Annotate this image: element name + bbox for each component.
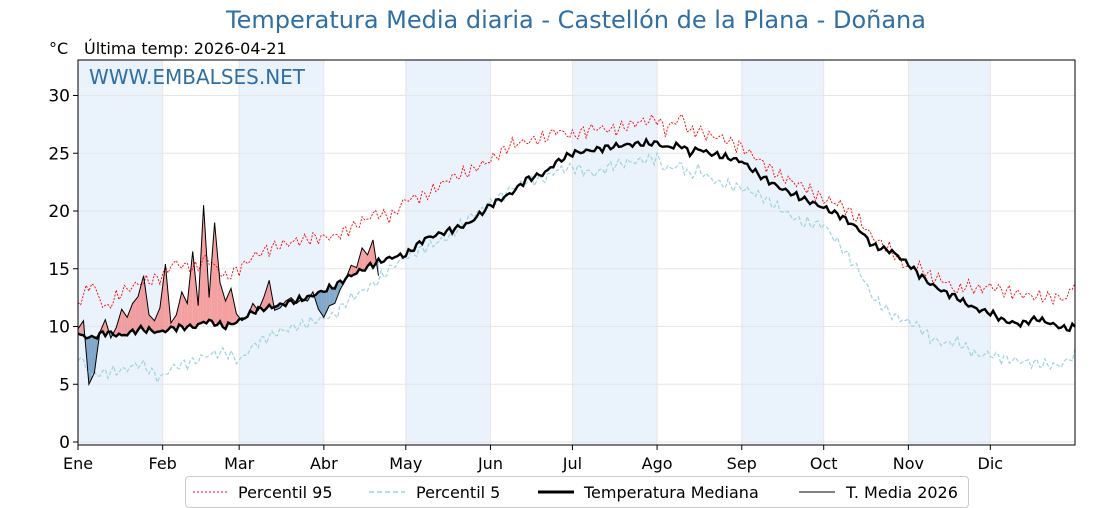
- fill-above-median: [211, 222, 215, 324]
- month-band-Jul: [572, 60, 658, 445]
- month-band-Sep: [741, 60, 824, 445]
- legend-label-p95: Percentil 95: [238, 483, 333, 502]
- fill-above-median: [165, 264, 169, 331]
- fill-below-median: [332, 286, 335, 305]
- fill-above-median: [121, 309, 125, 336]
- fill-above-median: [353, 266, 357, 275]
- y-tick-label-10: 10: [48, 318, 70, 338]
- legend-label-median: Temperatura Mediana: [583, 483, 759, 502]
- fill-above-median: [362, 247, 365, 270]
- y-tick-label-15: 15: [48, 260, 70, 280]
- fill-below-median: [91, 336, 95, 379]
- fill-above-median: [203, 205, 207, 323]
- fill-above-median: [220, 282, 223, 326]
- x-tick-label-Abr: Abr: [310, 454, 338, 473]
- fill-above-median: [181, 291, 185, 328]
- fill-above-median: [261, 297, 264, 310]
- grid-lines: [77, 60, 1075, 445]
- fill-above-median: [116, 318, 119, 336]
- fill-above-median: [157, 308, 160, 333]
- plot-frame: [77, 59, 1076, 446]
- series-percentil-95: [77, 113, 1076, 309]
- legend-label-p5: Percentil 5: [416, 483, 500, 502]
- fill-below-median: [337, 282, 341, 297]
- series-lines: [77, 113, 1076, 387]
- fill-above-median: [140, 275, 144, 330]
- fill-above-median: [184, 297, 188, 328]
- x-axis-ticks: Ene Feb Mar Abr May Jun Jul Ago Sep Oct Nov Dic: [63, 445, 1003, 473]
- temperature-chart: 0 5 10 15 20 25 30 Ene Feb Mar Abr May Jun Jul Ago Sep…: [48, 59, 1076, 473]
- y-unit-label: °C: [49, 39, 69, 58]
- series-t-media-2026: [77, 205, 379, 387]
- fill-below-median: [315, 293, 319, 310]
- y-tick-label-20: 20: [48, 202, 70, 222]
- fill-above-median: [154, 314, 158, 332]
- fill-above-median: [192, 251, 196, 327]
- series-temperatura-mediana: [77, 136, 1076, 341]
- month-band-May: [405, 60, 491, 445]
- x-tick-label-Mar: Mar: [224, 454, 255, 473]
- fill-below-median: [94, 335, 98, 373]
- fill-above-median: [230, 288, 234, 325]
- x-tick-label-Nov: Nov: [893, 454, 924, 473]
- y-tick-label-30: 30: [48, 87, 70, 107]
- fill-above-median: [359, 247, 363, 272]
- y-axis-ticks: 0 5 10 15 20 25 30: [48, 87, 78, 453]
- fill-above-median: [195, 278, 199, 327]
- x-tick-label-Jul: Jul: [562, 454, 582, 473]
- fill-below-median: [88, 337, 92, 385]
- x-tick-label-Jun: Jun: [477, 454, 503, 473]
- fill-above-median: [129, 303, 133, 333]
- fill-above-median: [263, 288, 267, 309]
- fill-above-median: [176, 303, 180, 328]
- legend: Percentil 95 Percentil 5 Temperatura Med…: [185, 476, 969, 508]
- y-tick-label-25: 25: [48, 144, 70, 164]
- month-band-Mar: [239, 60, 324, 445]
- series-percentil-5: [77, 151, 1076, 385]
- x-tick-label-May: May: [389, 454, 422, 473]
- month-band-Nov: [908, 60, 991, 445]
- fill-above-median: [102, 319, 106, 334]
- fill-below-median: [318, 291, 322, 314]
- fill-above-median: [124, 313, 128, 335]
- x-tick-label-Sep: Sep: [727, 454, 757, 473]
- fill-above-median: [159, 286, 163, 333]
- fill-above-median: [252, 303, 256, 313]
- month-bands: [78, 60, 991, 445]
- fill-above-median: [351, 265, 354, 276]
- fill-above-median: [228, 288, 231, 326]
- fill-above-median: [135, 296, 139, 331]
- month-band-Ene: [78, 60, 163, 445]
- x-tick-label-Dic: Dic: [978, 454, 1004, 473]
- fill-below-median: [323, 289, 327, 318]
- watermark: WWW.EMBALSES.NET: [89, 65, 306, 89]
- x-tick-label-Ago: Ago: [642, 454, 673, 473]
- fill-above-median: [151, 317, 155, 332]
- x-tick-label-Ene: Ene: [63, 454, 93, 473]
- fill-above-median: [132, 299, 136, 332]
- fill-above-median: [187, 277, 190, 327]
- fill-above-median: [364, 251, 368, 269]
- chart-title: Temperatura Media diaria - Castellón de …: [226, 6, 926, 34]
- x-tick-label-Oct: Oct: [810, 454, 838, 473]
- fill-above-median: [225, 294, 229, 327]
- y-tick-label-5: 5: [59, 375, 70, 395]
- fill-above-median: [269, 280, 272, 308]
- x-tick-label-Feb: Feb: [149, 454, 177, 473]
- y-tick-label-0: 0: [59, 433, 70, 453]
- legend-label-current: T. Media 2026: [845, 483, 958, 502]
- fill-below-median: [329, 287, 333, 306]
- fill-above-median: [138, 286, 141, 330]
- fill-above-median: [146, 295, 150, 331]
- fill-below-median: [321, 290, 324, 318]
- last-temp-label: Última temp: 2026-04-21: [84, 39, 287, 58]
- fill-above-median: [143, 275, 147, 330]
- fill-below-median: [326, 288, 330, 312]
- fill-above-median: [200, 205, 204, 324]
- fill-above-median: [118, 309, 122, 336]
